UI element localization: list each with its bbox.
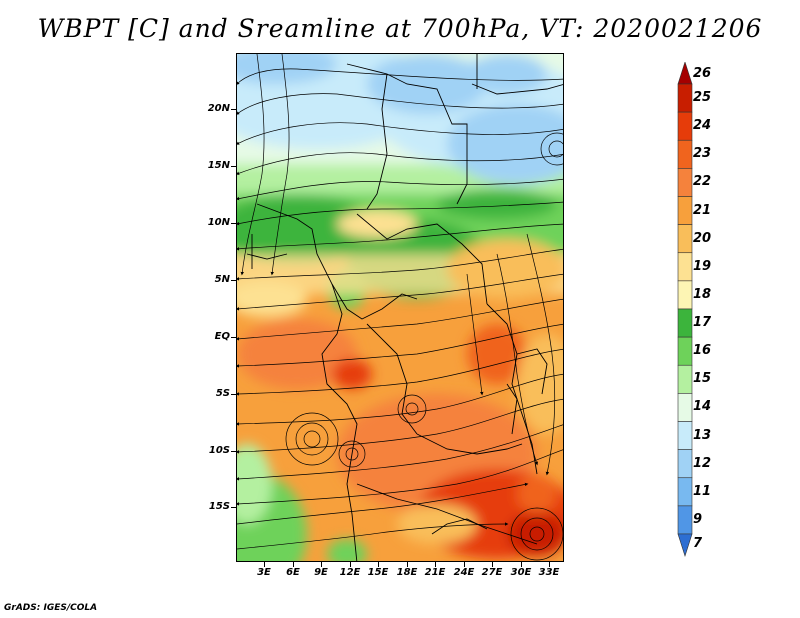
- lon-tick: [492, 562, 493, 567]
- colorbar-swatch-15: [677, 364, 693, 394]
- colorbar-swatch-24: [677, 111, 693, 141]
- colorbar-label-22: 22: [693, 174, 712, 190]
- lon-label-24e: 24E: [453, 567, 475, 578]
- colorbar-swatch-9: [677, 505, 693, 535]
- lat-tick: [231, 166, 236, 167]
- colorbar-label-19: 19: [693, 258, 712, 274]
- colorbar-swatch-22: [677, 168, 693, 197]
- lat-label-10n: 10N: [207, 217, 230, 228]
- lat-label-5s: 5S: [215, 388, 230, 399]
- colorbar-label-18: 18: [693, 286, 712, 302]
- lon-tick: [464, 562, 465, 567]
- colorbar-label-12: 12: [693, 455, 712, 471]
- lat-tick: [231, 394, 236, 395]
- lat-tick: [231, 280, 236, 281]
- colorbar-swatch-13: [677, 421, 693, 450]
- lon-label-12e: 12E: [339, 567, 361, 578]
- colorbar-label-24: 24: [693, 118, 712, 134]
- lon-label-15e: 15E: [367, 567, 389, 578]
- lat-tick: [231, 507, 236, 508]
- lon-label-21e: 21E: [424, 567, 446, 578]
- colorbar-swatch-12: [677, 449, 693, 479]
- lon-tick: [549, 562, 550, 567]
- lon-label-27e: 27E: [481, 567, 503, 578]
- colorbar-label-15: 15: [693, 371, 712, 387]
- wbpt-field: [237, 54, 563, 561]
- streamlines: [237, 54, 563, 561]
- colorbar-label-26: 26: [693, 66, 712, 82]
- colorbar-scale: [677, 62, 693, 557]
- colorbar-swatch-23: [677, 139, 693, 169]
- colorbar-label-14: 14: [693, 399, 712, 415]
- colorbar-label-7: 7: [693, 535, 703, 551]
- lon-label-3e: 3E: [257, 567, 271, 578]
- footer-credit: GrADS: IGES/COLA: [4, 603, 98, 613]
- colorbar-swatch-14: [677, 393, 693, 422]
- lat-tick: [231, 109, 236, 110]
- lon-tick: [378, 562, 379, 567]
- colorbar-swatch-21: [677, 196, 693, 225]
- lat-tick: [231, 451, 236, 452]
- lon-label-18e: 18E: [396, 567, 418, 578]
- lon-tick: [264, 562, 265, 567]
- colorbar-label-25: 25: [693, 90, 712, 106]
- colorbar-label-21: 21: [693, 202, 712, 218]
- lat-tick: [231, 223, 236, 224]
- lat-label-10s: 10S: [208, 445, 230, 456]
- lat-label-eq: EQ: [214, 331, 230, 342]
- colorbar-label-16: 16: [693, 343, 712, 359]
- lon-tick: [293, 562, 294, 567]
- country-borders: [246, 54, 563, 561]
- lat-label-15s: 15S: [208, 501, 230, 512]
- lon-label-6e: 6E: [286, 567, 300, 578]
- lon-label-33e: 33E: [538, 567, 560, 578]
- lon-tick: [407, 562, 408, 567]
- lon-tick: [350, 562, 351, 567]
- lon-tick: [321, 562, 322, 567]
- colorbar-swatch-7: [677, 533, 693, 557]
- colorbar-label-17: 17: [693, 315, 712, 331]
- lat-label-20n: 20N: [207, 103, 230, 114]
- colorbar-swatch-26: [677, 62, 693, 85]
- lat-tick: [231, 337, 236, 338]
- colorbar-swatch-16: [677, 336, 693, 366]
- map-panel: [236, 53, 564, 562]
- colorbar-swatch-18: [677, 280, 693, 310]
- colorbar-label-20: 20: [693, 230, 712, 246]
- lat-label-5n: 5N: [214, 274, 230, 285]
- colorbar-label-13: 13: [693, 427, 712, 443]
- lon-label-9e: 9E: [314, 567, 328, 578]
- chart-title: WBPT [C] and Sreamline at 700hPa, VT: 20…: [37, 14, 763, 43]
- colorbar-swatch-11: [677, 477, 693, 507]
- colorbar-swatch-20: [677, 224, 693, 254]
- colorbar-swatch-17: [677, 308, 693, 338]
- lon-tick: [435, 562, 436, 567]
- lat-label-15n: 15N: [207, 160, 230, 171]
- lon-label-30e: 30E: [510, 567, 532, 578]
- lon-tick: [521, 562, 522, 567]
- colorbar-label-9: 9: [693, 511, 703, 527]
- colorbar-label-23: 23: [693, 146, 712, 162]
- colorbar-swatch-25: [677, 83, 693, 113]
- colorbar-swatch-19: [677, 252, 693, 282]
- colorbar-label-11: 11: [693, 483, 712, 499]
